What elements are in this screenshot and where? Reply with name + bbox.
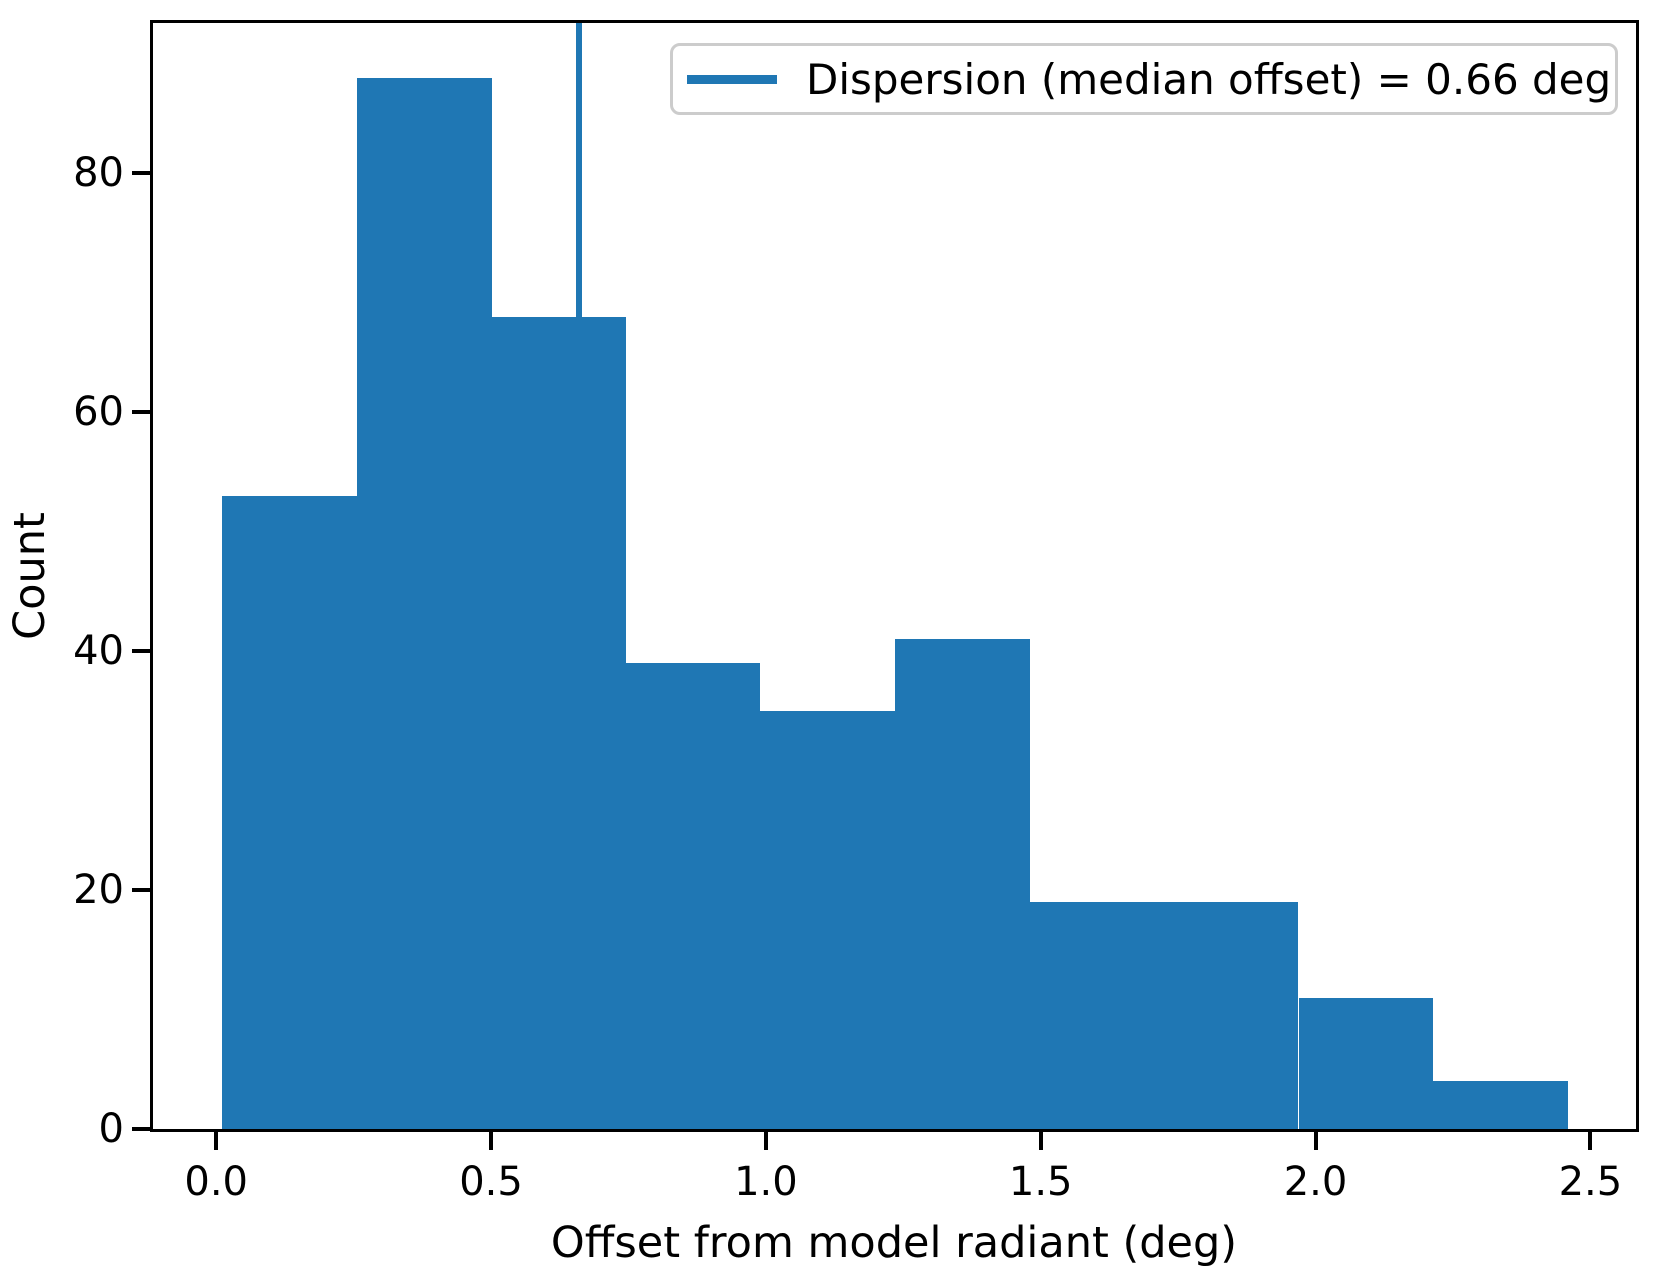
y-tick-label: 60: [73, 389, 124, 436]
x-tick-label: 2.5: [1558, 1159, 1623, 1205]
y-tick-mark: [132, 1127, 150, 1131]
x-axis-label: Offset from model radiant (deg): [550, 1218, 1238, 1268]
x-tick-mark: [489, 1132, 494, 1150]
y-tick-label: 40: [73, 628, 124, 675]
x-tick-label: 1.5: [1008, 1159, 1073, 1205]
x-tick-mark: [1588, 1132, 1593, 1150]
x-tick-mark: [1038, 1132, 1043, 1150]
median-offset-line: [575, 23, 582, 1129]
y-tick-label: 0: [98, 1106, 124, 1152]
legend-entry-label: Dispersion (median offset) = 0.66 deg: [806, 54, 1612, 104]
histogram-bar: [1164, 902, 1299, 1129]
y-tick-mark: [132, 171, 150, 176]
x-tick-label: 0.0: [184, 1159, 249, 1205]
histogram-bar: [1433, 1081, 1568, 1129]
plot-area: [150, 20, 1639, 1132]
y-tick-mark: [132, 410, 150, 415]
legend: Dispersion (median offset) = 0.66 deg: [670, 43, 1618, 115]
x-tick-mark: [214, 1132, 219, 1150]
histogram-bar: [356, 77, 492, 1129]
histogram-bar: [625, 663, 761, 1129]
histogram-bar: [895, 639, 1030, 1129]
legend-line-icon: [687, 74, 777, 84]
histogram-bar: [1298, 997, 1434, 1129]
y-tick-label: 80: [73, 150, 124, 197]
histogram-bar: [491, 316, 626, 1129]
y-tick-mark: [132, 649, 150, 654]
x-tick-label: 0.5: [459, 1159, 523, 1205]
x-tick-mark: [763, 1132, 768, 1150]
y-tick-label: 20: [73, 867, 124, 914]
x-tick-label: 1.0: [734, 1159, 798, 1205]
histogram-bar: [760, 710, 896, 1129]
x-tick-mark: [1313, 1132, 1318, 1150]
histogram-bar: [1029, 902, 1165, 1129]
y-axis-label: Count: [5, 512, 55, 640]
y-tick-mark: [132, 888, 150, 893]
x-tick-label: 2.0: [1283, 1159, 1348, 1205]
histogram-bar: [222, 495, 357, 1129]
